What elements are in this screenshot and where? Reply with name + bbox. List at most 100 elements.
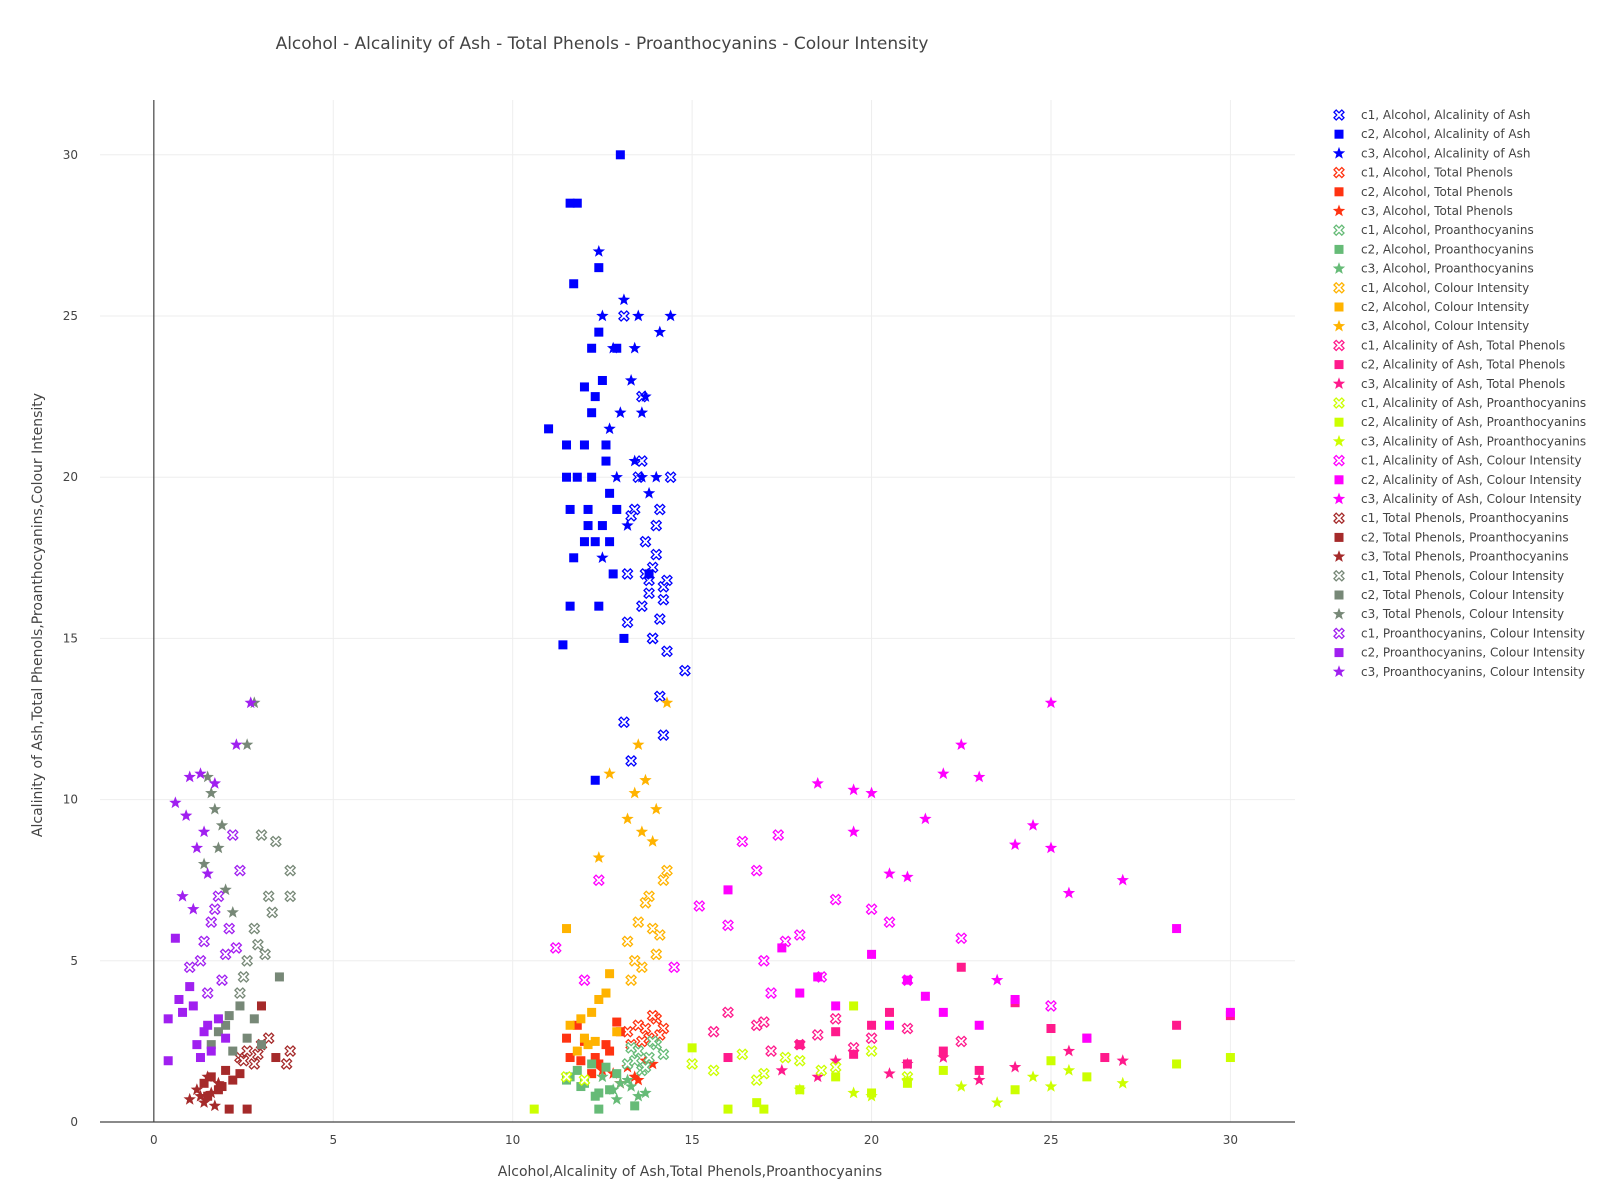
series-15 [560, 1045, 914, 1087]
data-point [1062, 1063, 1076, 1076]
legend-item[interactable]: c1, Alcohol, Alcalinity of Ash [1333, 108, 1530, 122]
legend-label: c2, Total Phenols, Proanthocyanins [1361, 530, 1569, 544]
legend-item[interactable]: c3, Proanthocyanins, Colour Intensity [1332, 665, 1585, 679]
legend-item[interactable]: c1, Alcalinity of Ash, Total Phenols [1333, 338, 1565, 352]
plot-area[interactable] [163, 150, 1235, 1114]
legend-marker [1332, 204, 1346, 217]
legend-item[interactable]: c1, Total Phenols, Colour Intensity [1333, 569, 1564, 583]
legend-item[interactable]: c1, Total Phenols, Proanthocyanins [1333, 511, 1569, 525]
legend-item[interactable]: c3, Alcalinity of Ash, Proanthocyanins [1332, 434, 1586, 448]
legend-item[interactable]: c3, Alcohol, Proanthocyanins [1332, 262, 1534, 276]
data-point [829, 1054, 842, 1066]
data-point [639, 896, 652, 909]
legend-item[interactable]: c2, Alcohol, Total Phenols [1334, 185, 1513, 199]
data-point [621, 616, 634, 629]
data-point [592, 245, 605, 257]
y-tick-label: 25 [63, 309, 78, 323]
legend-item[interactable]: c3, Total Phenols, Colour Intensity [1332, 607, 1564, 621]
data-point [183, 770, 196, 783]
data-point [205, 786, 218, 799]
data-point [248, 922, 261, 935]
data-point [632, 1073, 645, 1086]
legend-item[interactable]: c2, Alcohol, Colour Intensity [1334, 300, 1530, 314]
data-point [183, 1092, 196, 1105]
data-point [590, 1053, 600, 1063]
legend-item[interactable]: c1, Alcalinity of Ash, Colour Intensity [1333, 454, 1582, 468]
data-point [646, 835, 659, 847]
legend-item[interactable]: c2, Alcohol, Proanthocyanins [1334, 242, 1534, 256]
data-point [280, 1058, 293, 1070]
data-point [902, 975, 912, 985]
data-point [1172, 924, 1182, 934]
data-point [1172, 1020, 1182, 1030]
data-point [661, 574, 673, 587]
x-tick-label: 25 [1043, 1133, 1058, 1147]
legend-item[interactable]: c3, Total Phenols, Proanthocyanins [1332, 550, 1569, 564]
data-point [657, 1048, 670, 1061]
legend-item[interactable]: c1, Alcohol, Proanthocyanins [1333, 223, 1534, 237]
data-point [590, 537, 600, 547]
data-point [569, 553, 579, 563]
legend-marker [1333, 627, 1345, 640]
legend-marker [1334, 648, 1344, 658]
legend-item[interactable]: c1, Alcalinity of Ash, Proanthocyanins [1333, 396, 1586, 410]
data-point [248, 1058, 261, 1070]
data-point [628, 1054, 641, 1067]
data-point [811, 1070, 824, 1083]
data-point [606, 1083, 620, 1096]
data-point [628, 786, 641, 799]
data-point [583, 1040, 593, 1050]
data-point [230, 738, 243, 751]
legend-item[interactable]: c2, Proanthocyanins, Colour Intensity [1334, 646, 1585, 660]
data-point [847, 783, 860, 796]
data-point [565, 601, 575, 611]
legend-item[interactable]: c2, Alcalinity of Ash, Proanthocyanins [1334, 415, 1587, 429]
data-point [1225, 1053, 1235, 1063]
legend-label: c1, Alcohol, Colour Intensity [1361, 281, 1529, 295]
data-point [587, 408, 597, 418]
data-point [219, 948, 232, 961]
y-tick-label: 10 [63, 793, 78, 807]
data-point [201, 770, 214, 783]
data-point [829, 1061, 842, 1074]
legend-item[interactable]: c3, Alcalinity of Ash, Colour Intensity [1332, 492, 1582, 506]
legend-item[interactable]: c2, Total Phenols, Colour Intensity [1334, 588, 1565, 602]
legend-item[interactable]: c3, Alcalinity of Ash, Total Phenols [1332, 377, 1565, 391]
legend-item[interactable]: c3, Alcohol, Alcalinity of Ash [1332, 146, 1531, 160]
legend-marker [1334, 417, 1344, 427]
data-point [813, 972, 823, 982]
legend-label: c3, Alcohol, Colour Intensity [1361, 319, 1529, 333]
data-point [558, 640, 568, 650]
legend-item[interactable]: c2, Total Phenols, Proanthocyanins [1334, 530, 1569, 544]
data-point [901, 1022, 914, 1035]
data-point [579, 1033, 589, 1043]
x-tick-label: 15 [684, 1133, 699, 1147]
data-point [610, 470, 623, 483]
legend-item[interactable]: c2, Alcalinity of Ash, Total Phenols [1334, 358, 1566, 372]
data-point [990, 1096, 1004, 1108]
legend-item[interactable]: c1, Proanthocyanins, Colour Intensity [1333, 626, 1585, 640]
data-point [594, 601, 604, 611]
data-point [213, 1014, 223, 1024]
data-point [256, 1040, 266, 1050]
data-point [194, 1089, 207, 1102]
data-point [723, 1104, 733, 1114]
data-point [1062, 1044, 1076, 1057]
legend-item[interactable]: c2, Alcalinity of Ash, Colour Intensity [1334, 473, 1582, 487]
data-point [601, 456, 611, 466]
legend[interactable]: c1, Alcohol, Alcalinity of Ash c2, Alcoho… [1332, 108, 1587, 679]
data-point [614, 406, 627, 418]
data-point [249, 1014, 259, 1024]
data-point [624, 373, 638, 386]
legend-label: c3, Total Phenols, Colour Intensity [1361, 607, 1564, 621]
legend-item[interactable]: c1, Alcohol, Colour Intensity [1333, 281, 1529, 295]
legend-item[interactable]: c2, Alcohol, Alcalinity of Ash [1334, 127, 1531, 141]
data-point [795, 988, 805, 998]
legend-item[interactable]: c3, Alcohol, Colour Intensity [1332, 319, 1529, 333]
data-point [901, 1073, 914, 1086]
legend-item[interactable]: c3, Alcohol, Total Phenols [1332, 204, 1513, 218]
data-point [1044, 841, 1058, 854]
data-point [1008, 1060, 1022, 1073]
data-point [615, 150, 625, 160]
legend-item[interactable]: c1, Alcohol, Total Phenols [1333, 166, 1513, 180]
